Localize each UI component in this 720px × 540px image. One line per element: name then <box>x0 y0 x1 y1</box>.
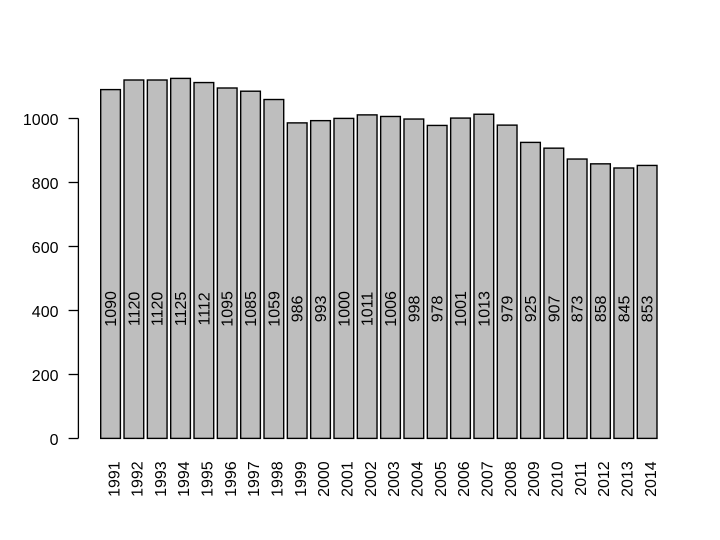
svg-text:2000: 2000 <box>316 461 333 497</box>
svg-text:2013: 2013 <box>620 461 637 497</box>
svg-text:1090: 1090 <box>103 291 120 327</box>
svg-text:1011: 1011 <box>360 292 377 327</box>
svg-text:1994: 1994 <box>176 461 193 497</box>
svg-text:600: 600 <box>32 240 59 257</box>
svg-text:978: 978 <box>430 295 447 322</box>
svg-text:1992: 1992 <box>130 461 147 497</box>
svg-text:2004: 2004 <box>410 461 427 497</box>
svg-text:873: 873 <box>570 295 587 322</box>
svg-text:2008: 2008 <box>503 461 520 497</box>
svg-text:1995: 1995 <box>200 461 217 497</box>
svg-text:1998: 1998 <box>270 461 287 497</box>
svg-text:2005: 2005 <box>433 461 450 497</box>
svg-text:1120: 1120 <box>150 292 167 327</box>
svg-text:986: 986 <box>290 295 307 322</box>
svg-text:907: 907 <box>546 295 563 322</box>
svg-text:0: 0 <box>50 432 59 449</box>
svg-text:1085: 1085 <box>243 291 260 327</box>
svg-text:845: 845 <box>616 295 633 322</box>
svg-text:2003: 2003 <box>386 461 403 497</box>
svg-text:1006: 1006 <box>383 291 400 327</box>
svg-text:853: 853 <box>640 295 657 322</box>
svg-text:1013: 1013 <box>476 291 493 327</box>
svg-text:1095: 1095 <box>220 291 237 327</box>
svg-text:2009: 2009 <box>526 461 543 497</box>
svg-text:993: 993 <box>313 295 330 322</box>
svg-text:2014: 2014 <box>643 461 660 497</box>
svg-text:1000: 1000 <box>23 112 59 129</box>
svg-text:1001: 1001 <box>453 291 470 327</box>
svg-text:2011: 2011 <box>573 461 590 496</box>
svg-text:2010: 2010 <box>550 461 567 497</box>
svg-text:2012: 2012 <box>596 461 613 497</box>
svg-text:1996: 1996 <box>223 461 240 497</box>
svg-text:1120: 1120 <box>126 292 143 327</box>
svg-text:2002: 2002 <box>363 461 380 497</box>
svg-text:1059: 1059 <box>266 291 283 327</box>
svg-text:400: 400 <box>32 304 59 321</box>
svg-text:800: 800 <box>32 176 59 193</box>
svg-text:1125: 1125 <box>173 292 190 327</box>
svg-text:998: 998 <box>406 295 423 322</box>
svg-text:925: 925 <box>523 295 540 322</box>
svg-text:1999: 1999 <box>293 461 310 497</box>
svg-text:2006: 2006 <box>456 461 473 497</box>
svg-text:979: 979 <box>500 295 517 322</box>
svg-text:1000: 1000 <box>336 291 353 327</box>
svg-text:2007: 2007 <box>480 461 497 497</box>
svg-text:1991: 1991 <box>106 461 123 497</box>
svg-text:200: 200 <box>32 368 59 385</box>
svg-text:1112: 1112 <box>196 292 213 325</box>
svg-text:1997: 1997 <box>246 461 263 497</box>
svg-text:2001: 2001 <box>340 461 357 497</box>
svg-text:858: 858 <box>593 295 610 322</box>
svg-text:1993: 1993 <box>153 461 170 497</box>
